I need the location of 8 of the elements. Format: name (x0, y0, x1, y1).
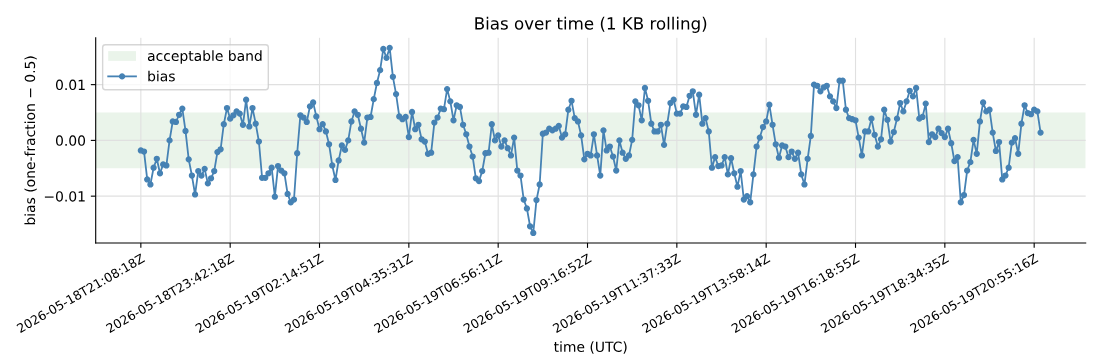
legend-label: bias (148, 70, 175, 82)
y-tick-label: −0.01 (44, 191, 85, 202)
chart-title: Bias over time (1 KB rolling) (475, 16, 707, 33)
y-tick-label: 0.01 (55, 79, 85, 91)
y-axis-title: bias (one-fraction − 0.5) (24, 56, 37, 225)
x-axis-title: time (UTC) (553, 341, 627, 354)
y-tick-label: 0.00 (55, 135, 86, 146)
legend-label: acceptable band (147, 50, 262, 64)
